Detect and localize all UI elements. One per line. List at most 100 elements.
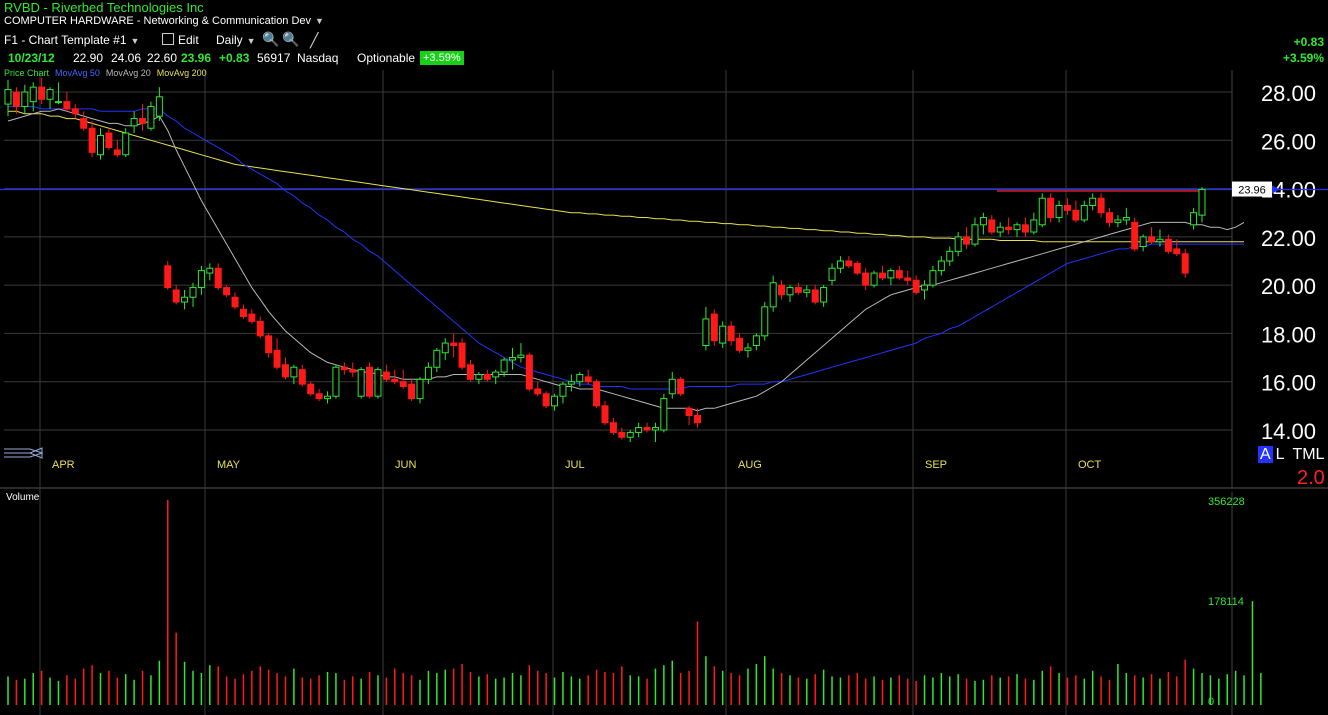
candle-up xyxy=(828,267,836,281)
candle-down xyxy=(736,337,744,351)
chart-legend: Price Chart MovAvg 50 MovAvg 20 MovAvg 200 xyxy=(4,68,213,78)
candle-up xyxy=(996,226,1004,233)
candle-up xyxy=(551,395,559,407)
candle-up xyxy=(433,349,441,368)
candle-up xyxy=(744,347,752,351)
month-label: OCT xyxy=(1078,459,1102,471)
candle-up xyxy=(786,287,794,296)
quote-exchange: Nasdaq xyxy=(297,51,339,65)
candle-up xyxy=(719,325,727,344)
legend-ma20: MovAvg 20 xyxy=(105,68,151,78)
candle-down xyxy=(164,265,172,289)
candle-up xyxy=(147,105,155,129)
industry-selector[interactable]: COMPUTER HARDWARE - Networking & Communi… xyxy=(4,15,324,27)
price-tick-label: 28.00 xyxy=(1261,81,1316,106)
quote-high: 24.06 xyxy=(111,51,142,65)
candle-down xyxy=(1131,221,1139,250)
volume-bars xyxy=(7,500,1262,705)
quote-close: 23.96 xyxy=(181,51,212,65)
indicator-tml: TML xyxy=(1292,446,1325,463)
candle-up xyxy=(1013,224,1021,231)
period-selector[interactable]: Daily ▼ xyxy=(216,33,256,47)
candle-down xyxy=(88,127,96,153)
candle-down xyxy=(693,415,701,424)
candle-up xyxy=(4,89,12,105)
draw-line-icon[interactable]: ╱ xyxy=(310,32,319,48)
candle-down xyxy=(1181,253,1189,274)
candle-up xyxy=(475,373,483,380)
ma20-line xyxy=(7,108,1245,412)
candle-up xyxy=(769,282,777,308)
candle-down xyxy=(525,354,533,390)
candle-down xyxy=(862,272,870,286)
template-selector[interactable]: F1 - Chart Template #1 ▼ xyxy=(4,33,139,47)
volume-tick-label: 0 xyxy=(1208,696,1214,708)
candle-down xyxy=(256,320,264,337)
candle-up xyxy=(29,86,37,103)
candle-down xyxy=(172,289,180,303)
candles xyxy=(4,77,1206,443)
candle-up xyxy=(1156,238,1164,243)
edit-button[interactable]: Edit xyxy=(162,33,199,47)
candle-up xyxy=(290,366,298,378)
candle-down xyxy=(281,364,289,378)
candle-down xyxy=(1005,226,1013,231)
zoom-in-icon[interactable]: 🔍 xyxy=(262,31,280,47)
price-tick-label: 14.00 xyxy=(1261,419,1316,444)
chevron-down-icon: ▼ xyxy=(130,36,140,46)
right-change-percent: +3.59% xyxy=(1282,51,1324,65)
candle-down xyxy=(1097,197,1105,214)
candle-down xyxy=(609,422,617,433)
candle-down xyxy=(483,373,491,380)
period-label: Daily xyxy=(216,33,243,47)
candle-down xyxy=(584,376,592,383)
candle-up xyxy=(1198,189,1206,216)
candle-down xyxy=(912,279,920,293)
candle-down xyxy=(399,381,407,388)
price-tick-label: 22.00 xyxy=(1261,226,1316,251)
candle-down xyxy=(811,289,819,303)
edit-label: Edit xyxy=(178,33,199,47)
candle-up xyxy=(626,431,634,438)
candle-up xyxy=(668,378,676,395)
candle-up xyxy=(1089,197,1097,206)
candle-up xyxy=(651,427,659,431)
candle-down xyxy=(593,381,601,407)
candle-up xyxy=(979,217,987,226)
candle-down xyxy=(988,219,996,233)
candle-up xyxy=(803,289,811,293)
candle-up xyxy=(887,270,895,279)
candle-down xyxy=(12,91,20,107)
candle-down xyxy=(1021,224,1029,233)
candle-down xyxy=(466,364,474,380)
zoom-out-icon[interactable]: 🔍 xyxy=(282,31,300,47)
scroll-handle-icon xyxy=(4,447,44,459)
candle-up xyxy=(21,91,29,107)
candle-up xyxy=(761,306,769,337)
candle-down xyxy=(349,369,357,373)
candle-down xyxy=(391,378,399,383)
candle-up xyxy=(559,383,567,397)
candle-down xyxy=(366,366,374,397)
candle-up xyxy=(954,236,962,252)
candle-down xyxy=(273,349,281,368)
chart-header: RVBD - Riverbed Technologies Inc COMPUTE… xyxy=(0,0,1328,78)
candle-down xyxy=(601,405,609,424)
candle-up xyxy=(189,287,197,298)
candle-up xyxy=(197,270,205,289)
candle-up xyxy=(971,224,979,245)
indicator-a: A xyxy=(1258,446,1273,463)
candle-up xyxy=(1030,219,1038,233)
candle-up xyxy=(509,357,517,361)
candle-down xyxy=(298,369,306,385)
edit-icon xyxy=(162,33,174,45)
candle-up xyxy=(54,101,62,104)
candle-down xyxy=(677,378,685,395)
price-tick-label: 20.00 xyxy=(1261,274,1316,299)
candle-up xyxy=(946,250,954,262)
month-label: AUG xyxy=(738,459,762,471)
month-label: SEP xyxy=(925,459,947,471)
quote-change: +0.83 xyxy=(219,51,250,65)
candle-up xyxy=(416,378,424,400)
